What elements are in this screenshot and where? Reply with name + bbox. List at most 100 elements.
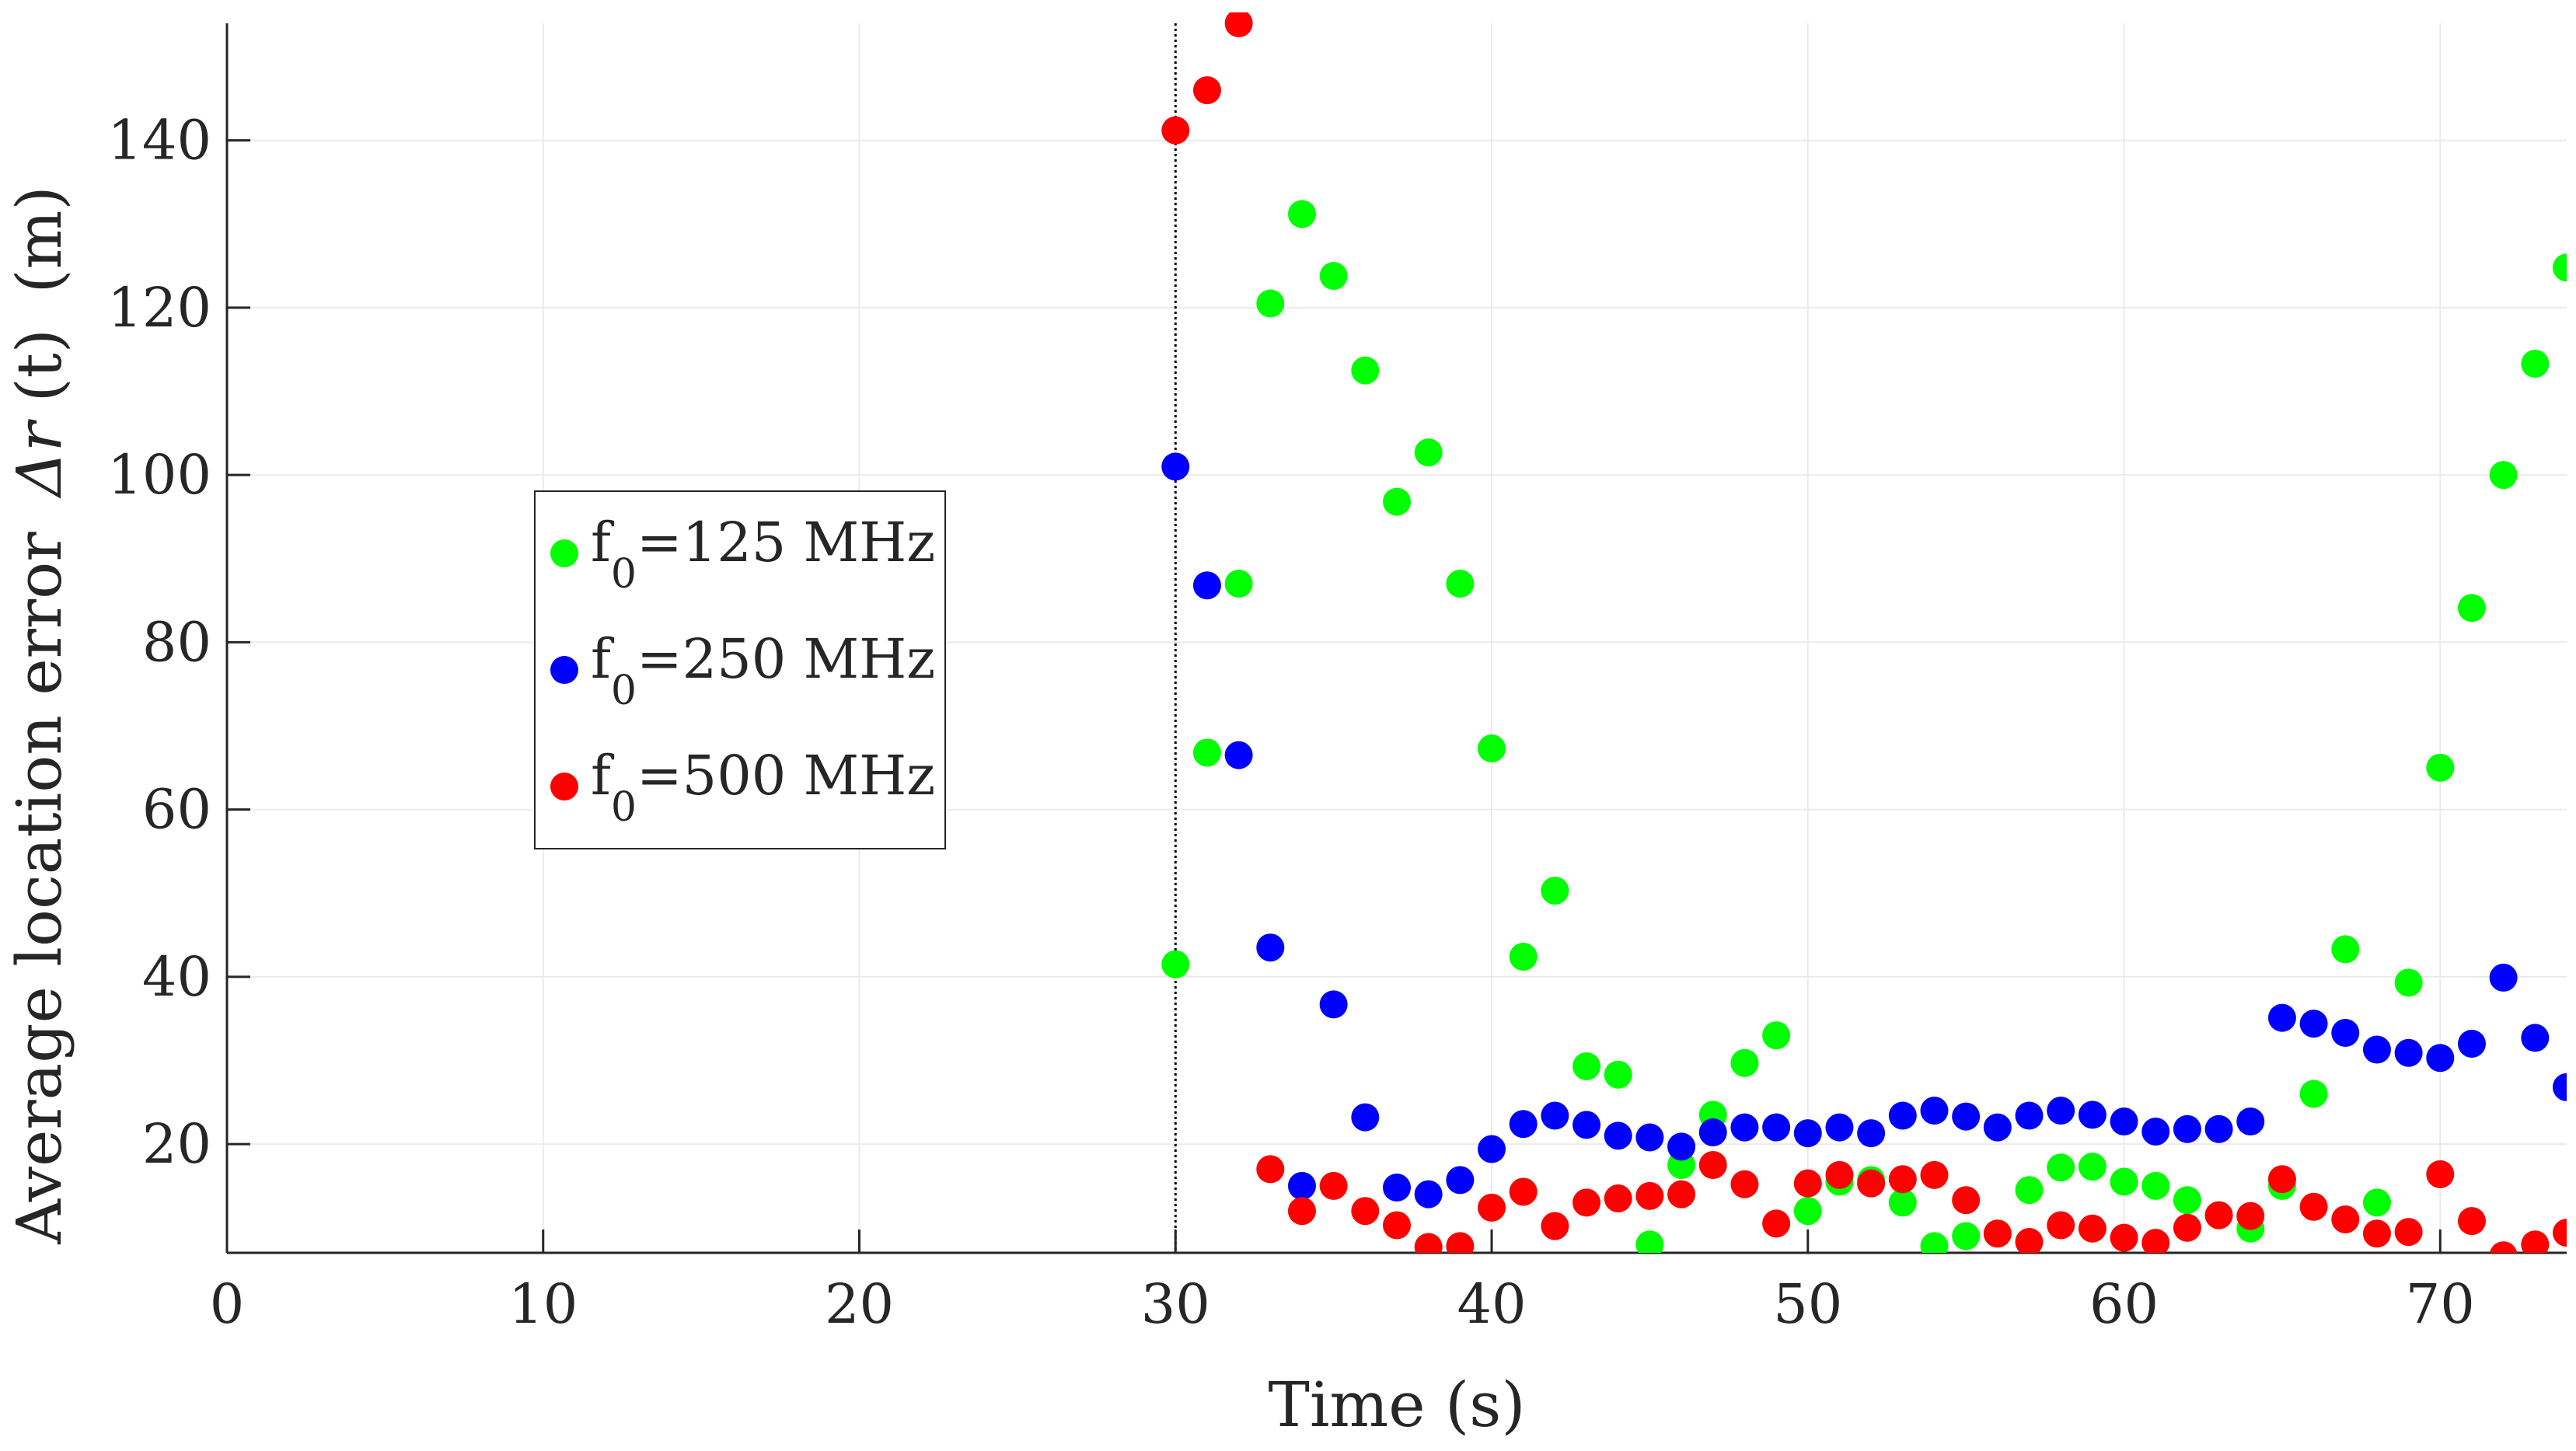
data-point — [1224, 570, 1253, 598]
data-point — [2362, 1188, 2391, 1217]
data-point — [1920, 1232, 1949, 1253]
data-point — [2047, 1097, 2075, 1125]
data-point — [2015, 1101, 2044, 1130]
data-point — [2394, 1218, 2423, 1247]
data-point — [2204, 1114, 2233, 1143]
data-point — [2331, 1018, 2360, 1047]
x-tick-label: 50 — [1773, 1272, 1842, 1336]
data-point — [2173, 1213, 2201, 1242]
data-point — [1762, 1021, 1791, 1050]
legend-label-subscript: 0 — [611, 784, 637, 831]
data-point — [2457, 594, 2486, 623]
data-point — [2331, 935, 2360, 964]
x-tick-label: 70 — [2406, 1272, 2475, 1336]
legend-label-suffix: =125 MHz — [637, 511, 935, 574]
data-point — [1414, 1233, 1443, 1253]
x-axis-title: Time (s) — [1268, 1369, 1525, 1441]
legend-marker — [550, 656, 578, 684]
data-point — [1793, 1119, 1822, 1148]
data-point — [1287, 200, 1316, 228]
legend-label-subscript: 0 — [611, 668, 637, 714]
data-point — [1698, 1118, 1727, 1147]
data-point — [1541, 877, 1569, 905]
data-point — [2236, 1107, 2265, 1136]
data-point — [1857, 1119, 1886, 1148]
data-point — [1287, 1171, 1316, 1200]
y-tick-label: 40 — [142, 945, 211, 1009]
data-point — [1825, 1160, 1854, 1189]
data-point — [2489, 963, 2518, 992]
y-tick-label: 80 — [142, 610, 211, 674]
data-point — [1351, 356, 1380, 385]
data-point — [1825, 1113, 1854, 1142]
data-point — [2173, 1114, 2201, 1143]
data-point — [2141, 1171, 2170, 1200]
data-point — [1319, 262, 1348, 291]
data-point — [2267, 1165, 2296, 1194]
legend-label: f0=250 MHz — [591, 627, 935, 714]
data-point — [2110, 1223, 2138, 1252]
data-point — [1667, 1132, 1696, 1161]
data-point — [1224, 741, 1253, 769]
x-tick-label: 40 — [1457, 1272, 1526, 1336]
data-point — [2078, 1153, 2107, 1181]
x-tick-label: 0 — [210, 1272, 245, 1336]
data-point — [1635, 1181, 1664, 1210]
data-point — [2489, 461, 2518, 490]
data-point — [1920, 1160, 1949, 1189]
data-point — [1383, 487, 1411, 516]
data-point — [2015, 1176, 2044, 1205]
data-point — [1888, 1188, 1917, 1217]
data-point — [1509, 1177, 1538, 1206]
data-point — [1161, 950, 1190, 978]
data-point — [2141, 1229, 2170, 1253]
data-point — [1952, 1186, 1981, 1215]
legend-box — [534, 490, 946, 849]
data-point — [2299, 1080, 2328, 1108]
data-point — [1478, 1193, 1506, 1222]
data-point — [2299, 1192, 2328, 1221]
data-point — [1857, 1169, 1886, 1198]
legend-label-prefix: f — [591, 627, 615, 691]
data-point — [1793, 1169, 1822, 1198]
data-point — [1509, 943, 1538, 971]
data-point — [1730, 1170, 1759, 1198]
data-point — [1952, 1222, 1981, 1250]
legend-label-suffix: =500 MHz — [637, 744, 935, 807]
legend-marker — [550, 539, 578, 567]
data-point — [1383, 1174, 1411, 1202]
y-tick-label: 20 — [142, 1112, 211, 1176]
data-point — [1920, 1097, 1949, 1125]
data-point — [1762, 1209, 1791, 1238]
data-point — [2173, 1186, 2201, 1215]
data-point — [1541, 1101, 1569, 1130]
data-point — [2457, 1207, 2486, 1236]
data-point — [2489, 1241, 2518, 1253]
data-point — [1478, 734, 1506, 763]
data-point — [2141, 1117, 2170, 1146]
data-point — [2078, 1100, 2107, 1129]
data-point — [1604, 1121, 1632, 1150]
data-point — [1446, 1232, 1475, 1253]
data-point — [1287, 1197, 1316, 1226]
data-point — [1478, 1135, 1506, 1163]
data-point — [1572, 1188, 1601, 1217]
data-point — [2426, 1160, 2455, 1188]
data-point — [1256, 289, 1285, 318]
data-point — [1256, 933, 1285, 962]
y-axis-title-unit: (m) — [3, 186, 75, 293]
data-point — [2426, 1044, 2455, 1073]
data-point — [1635, 1123, 1664, 1152]
data-point — [1983, 1113, 2012, 1142]
y-tick-label: 100 — [107, 443, 211, 507]
data-point — [2331, 1205, 2360, 1233]
y-tick-label: 60 — [142, 778, 211, 842]
data-point — [2394, 1038, 2423, 1067]
data-point — [2521, 350, 2550, 378]
data-point — [2394, 968, 2423, 997]
data-point — [2047, 1211, 2075, 1240]
data-point — [1192, 571, 1221, 600]
y-axis-title-text: Average location error — [3, 532, 75, 1245]
data-point — [1192, 76, 1221, 105]
